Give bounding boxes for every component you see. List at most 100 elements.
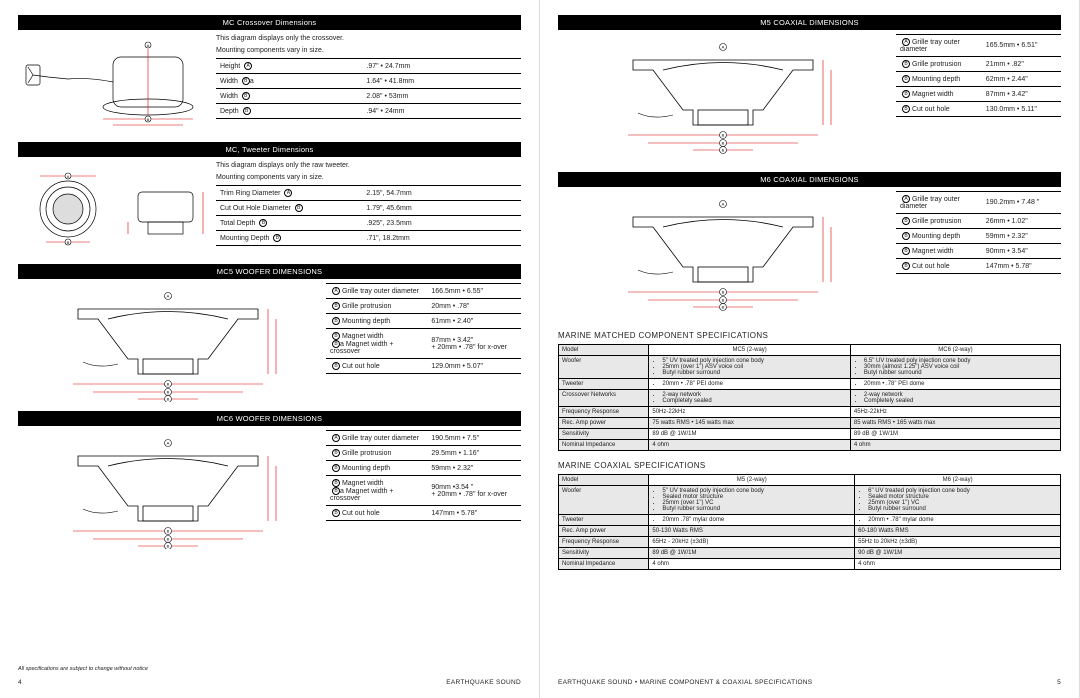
dim-value: 87mm • 3.42" <box>982 87 1061 102</box>
note: Mounting components vary in size. <box>216 173 521 182</box>
spec-c2: 45Hz-22kHz <box>850 407 1060 418</box>
m5-table-wrap: A Grille tray outer diameter165.5mm • 6.… <box>896 34 1061 164</box>
header-mc6woofer: MC6 WOOFER DIMENSIONS <box>18 411 521 426</box>
footer-text: EARTHQUAKE SOUND • MARINE COMPONENT & CO… <box>558 679 812 686</box>
spec-c2: 4 ohm <box>855 559 1061 570</box>
spec-label: Nominal Impedance <box>559 559 649 570</box>
dim-value: 190.5mm • 7.5" <box>427 431 521 446</box>
dim-value: 165.5mm • 6.51" <box>982 35 1061 57</box>
spec-label: Frequency Response <box>559 537 649 548</box>
dim-label: B Grille protrusion <box>896 57 982 72</box>
spec1-title: MARINE MATCHED COMPONENT SPECIFICATIONS <box>558 331 1061 340</box>
svg-text:A: A <box>722 45 725 50</box>
dim-value: 90mm •3.54 "+ 20mm • .78" for x-over <box>427 476 521 506</box>
svg-text:B: B <box>67 240 70 245</box>
spec1-table: ModelMC5 (2-way)MC6 (2-way)Woofer5" UV t… <box>558 344 1061 451</box>
spec-label: Woofer <box>559 356 649 379</box>
spec-c1: 4 ohm <box>649 440 851 451</box>
mc5-table-wrap: A Grille tray outer diameter166.5mm • 6.… <box>326 283 521 403</box>
spec-c1: 5" UV treated poly injection cone bodySe… <box>649 486 855 515</box>
dim-value: 147mm • 5.78" <box>427 506 521 521</box>
dim-value: 147mm • 5.78" <box>982 259 1061 274</box>
spec-c2: 20mm • .78" mylar dome <box>855 515 1061 526</box>
spec2-table: ModelM5 (2-way)M6 (2-way)Woofer5" UV tre… <box>558 474 1061 570</box>
dim-label: Depth B <box>216 104 362 119</box>
dim-label: B Magnet width <box>896 87 982 102</box>
spec-c2: 2-way networkCompletely sealed <box>850 390 1060 407</box>
spec-c1: 4 ohm <box>649 559 855 570</box>
spec-label: Sensitivity <box>559 548 649 559</box>
footnote: All specifications are subject to change… <box>18 666 148 672</box>
note: This diagram displays only the raw tweet… <box>216 161 521 170</box>
dim-value: 87mm • 3.42"+ 20mm • .78" for x-over <box>427 329 521 359</box>
spec-c2: M6 (2-way) <box>855 475 1061 486</box>
left-page: MC Crossover Dimensions A B This <box>0 0 540 698</box>
svg-text:A: A <box>147 43 150 48</box>
spec-c2: MC6 (2-way) <box>850 345 1060 356</box>
spec-c2: 6" UV treated poly injection cone bodySe… <box>855 486 1061 515</box>
svg-text:B: B <box>167 544 170 549</box>
dim-value: 2.15", 54.7mm <box>362 186 521 201</box>
dim-label: Cut Out Hole Diameter B <box>216 201 362 216</box>
spec-c1: 50Hz-22kHz <box>649 407 851 418</box>
dim-value: .94" • 24mm <box>362 104 521 119</box>
mc6-diagram: ABBB <box>18 430 318 550</box>
spec-label: Model <box>559 475 649 486</box>
m6-table-wrap: A Grille tray outer diameter190.2mm • 7.… <box>896 191 1061 321</box>
spec-c2: 89 dB @ 1W/1M <box>850 429 1060 440</box>
dim-value: 1.64" • 41.8mm <box>362 74 521 89</box>
tweeter-table: Trim Ring Diameter A2.15", 54.7mmCut Out… <box>216 185 521 246</box>
dim-value: .97" • 24.7mm <box>362 59 521 74</box>
spec-c2: 60-180 Watts RMS <box>855 526 1061 537</box>
dim-label: Trim Ring Diameter A <box>216 186 362 201</box>
svg-text:B: B <box>722 298 725 303</box>
dim-label: Width Ba <box>216 74 362 89</box>
svg-text:B: B <box>167 537 170 542</box>
m6-diagram: ABBB <box>558 191 888 321</box>
header-m5coax: M5 COAXIAL DIMENSIONS <box>558 15 1061 30</box>
m5-table: A Grille tray outer diameter165.5mm • 6.… <box>896 34 1061 117</box>
dim-label: A Grille tray outer diameter <box>326 284 427 299</box>
spec-c2: 6.5" UV treated poly injection cone body… <box>850 356 1060 379</box>
dim-value: 1.79", 45.6mm <box>362 201 521 216</box>
spec2-title: MARINE COAXIAL SPECIFICATIONS <box>558 461 1061 470</box>
svg-text:B: B <box>722 290 725 295</box>
svg-text:B: B <box>722 148 725 153</box>
crossover-diagram: A B <box>18 34 208 134</box>
spec-c1: 20mm • .78" PEI dome <box>649 379 851 390</box>
spec-label: Woofer <box>559 486 649 515</box>
svg-text:B: B <box>722 141 725 146</box>
dim-value: 129.0mm • 5.07" <box>427 359 521 374</box>
dim-value: 166.5mm • 6.55" <box>427 284 521 299</box>
dim-value: .71", 18.2tmm <box>362 231 521 246</box>
spec-c1: 89 dB @ 1W/1M <box>649 429 851 440</box>
spec-label: Rec. Amp power <box>559 526 649 537</box>
svg-text:B: B <box>147 117 150 122</box>
svg-text:B: B <box>167 529 170 534</box>
dim-label: A Grille tray outer diameter <box>896 35 982 57</box>
spec-c2: 55Hz to 20kHz (±3dB) <box>855 537 1061 548</box>
dim-label: B Cut out hole <box>896 259 982 274</box>
dim-value: 59mm • 2.32" <box>427 461 521 476</box>
m6coax-row: ABBB A Grille tray outer diameter190.2mm… <box>558 191 1061 321</box>
svg-text:B: B <box>722 305 725 310</box>
dim-label: Total Depth B <box>216 216 362 231</box>
dim-label: Height A <box>216 59 362 74</box>
svg-text:A: A <box>67 174 70 179</box>
crossover-table-wrap: This diagram displays only the crossover… <box>216 34 521 134</box>
spec-c2: 90 dB @ 1W/1M <box>855 548 1061 559</box>
spec-c2: 20mm • .78" PEI dome <box>850 379 1060 390</box>
dim-label: B Mounting depth <box>326 314 427 329</box>
svg-text:A: A <box>722 202 725 207</box>
svg-text:A: A <box>167 441 170 446</box>
spec-label: Frequency Response <box>559 407 649 418</box>
header-mc5woofer: MC5 WOOFER DIMENSIONS <box>18 264 521 279</box>
dim-label: Width B <box>216 89 362 104</box>
dim-value: 59mm • 2.32" <box>982 229 1061 244</box>
spec-label: Tweeter <box>559 515 649 526</box>
dim-label: B Cut out hole <box>896 102 982 117</box>
tweeter-table-wrap: This diagram displays only the raw tweet… <box>216 161 521 256</box>
svg-text:B: B <box>722 133 725 138</box>
spec-c1: MC5 (2-way) <box>649 345 851 356</box>
spec-c1: 2-way networkCompletely sealed <box>649 390 851 407</box>
